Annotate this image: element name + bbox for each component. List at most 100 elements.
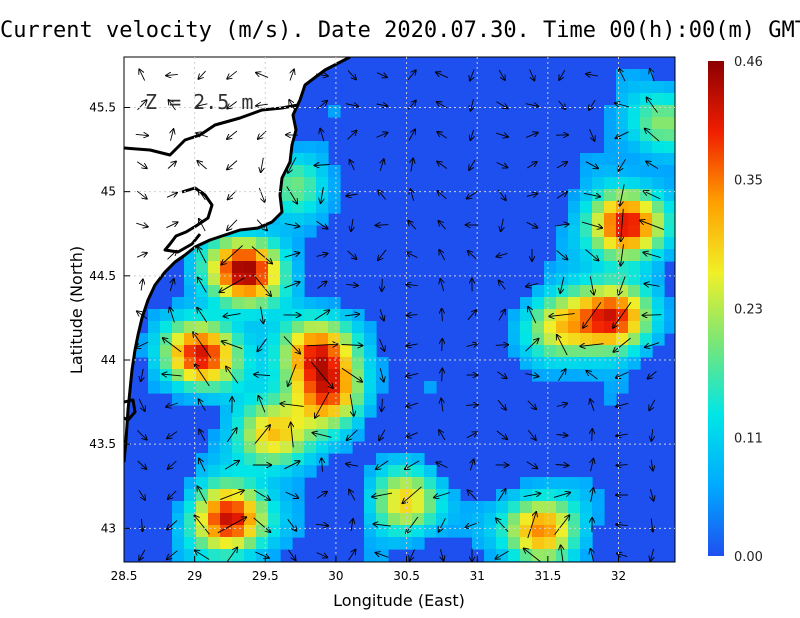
velocity-arrow	[647, 98, 658, 113]
velocity-arrow	[317, 282, 327, 289]
velocity-arrow	[290, 70, 294, 81]
velocity-arrow	[651, 518, 653, 532]
velocity-arrow	[347, 429, 358, 440]
velocity-arrow	[254, 374, 271, 375]
velocity-arrow	[166, 403, 179, 407]
velocity-arrow	[527, 400, 536, 409]
y-axis-ticks: 43 43.5 44 44.5 45 45.5	[89, 101, 130, 535]
velocity-arrow	[346, 464, 359, 466]
y-tick-label: 45.5	[89, 101, 116, 115]
velocity-arrow	[651, 459, 653, 471]
velocity-arrow	[527, 429, 536, 440]
velocity-arrow	[142, 518, 143, 531]
velocity-arrow	[556, 404, 567, 407]
velocity-arrow	[436, 72, 449, 79]
velocity-arrow	[406, 373, 419, 376]
velocity-arrow	[498, 310, 505, 321]
velocity-arrow	[527, 512, 536, 539]
velocity-arrow	[640, 220, 665, 231]
velocity-arrow	[468, 251, 477, 260]
velocity-arrow	[167, 251, 177, 260]
x-tick-label: 32	[611, 569, 626, 583]
velocity-arrow	[621, 244, 624, 265]
velocity-arrow	[524, 549, 541, 562]
velocity-arrow	[580, 344, 604, 347]
velocity-arrow	[501, 218, 504, 231]
chart-title: Current velocity (m/s). Date 2020.07.30.…	[0, 18, 800, 43]
velocity-arrow	[376, 72, 387, 78]
velocity-arrow	[496, 550, 509, 559]
velocity-arrow	[466, 405, 478, 406]
velocity-arrow	[226, 367, 239, 384]
velocity-arrow	[526, 283, 539, 286]
velocity-arrow	[380, 309, 384, 321]
velocity-arrow	[345, 104, 358, 107]
velocity-arrow	[256, 73, 269, 78]
velocity-arrow	[351, 519, 353, 532]
velocity-arrow	[351, 218, 353, 231]
velocity-arrow	[434, 492, 451, 498]
velocity-arrow	[197, 161, 207, 170]
velocity-arrow	[559, 69, 566, 80]
plot-frame	[123, 56, 676, 563]
velocity-arrow	[288, 156, 297, 173]
velocity-arrow	[284, 461, 299, 470]
velocity-arrow	[257, 338, 267, 352]
x-tick-label: 31.5	[534, 569, 561, 583]
velocity-arrow	[168, 460, 177, 469]
velocity-arrow	[224, 314, 241, 317]
velocity-arrow	[139, 69, 146, 81]
velocity-arrow	[167, 162, 176, 169]
colorbar-tick-label: 0.00	[734, 550, 763, 565]
velocity-arrow	[288, 549, 295, 560]
velocity-arrow	[613, 302, 632, 327]
velocity-arrow	[170, 279, 174, 292]
colorbar-tick-label: 0.11	[734, 432, 763, 447]
velocity-arrow	[168, 490, 177, 499]
velocity-arrow	[556, 192, 567, 199]
velocity-arrow	[316, 220, 328, 228]
velocity-arrow	[379, 429, 386, 440]
colorbar-tick-label: 0.46	[734, 55, 763, 70]
velocity-arrow	[470, 69, 475, 81]
velocity-arrow	[347, 131, 357, 140]
velocity-arrow	[195, 364, 210, 387]
velocity-arrow	[136, 223, 147, 227]
velocity-arrow	[437, 162, 448, 169]
velocity-arrow	[167, 520, 178, 530]
velocity-arrow	[136, 161, 147, 169]
velocity-arrow	[525, 374, 539, 377]
velocity-arrow	[316, 492, 327, 499]
velocity-arrow	[556, 435, 568, 436]
velocity-vectors	[136, 69, 665, 562]
velocity-arrow	[166, 74, 178, 75]
velocity-arrow	[346, 284, 358, 285]
velocity-arrow	[650, 548, 653, 561]
velocity-arrow	[376, 225, 389, 226]
velocity-arrow	[137, 100, 147, 111]
velocity-arrow	[643, 315, 662, 316]
velocity-arrow	[141, 280, 143, 291]
velocity-arrow	[341, 367, 362, 382]
velocity-arrow	[314, 310, 330, 321]
velocity-arrow	[495, 345, 508, 346]
velocity-arrow	[347, 250, 357, 259]
velocity-arrow	[227, 101, 237, 109]
velocity-arrow	[560, 276, 565, 293]
velocity-arrow	[253, 425, 270, 446]
velocity-arrow	[261, 157, 264, 172]
velocity-arrow	[313, 433, 332, 438]
velocity-arrow	[553, 493, 570, 498]
velocity-arrow	[346, 194, 358, 196]
x-axis-label: Longitude (East)	[333, 591, 465, 610]
velocity-arrow	[197, 308, 208, 323]
velocity-arrow	[583, 302, 602, 327]
velocity-arrow	[137, 460, 147, 469]
velocity-arrow	[615, 103, 630, 108]
velocity-arrow	[136, 253, 147, 258]
velocity-arrow	[558, 369, 565, 382]
x-tick-label: 31	[470, 569, 485, 583]
velocity-arrow	[315, 391, 330, 418]
y-axis-label: Latitude (North)	[67, 246, 86, 374]
velocity-arrow	[555, 465, 569, 466]
